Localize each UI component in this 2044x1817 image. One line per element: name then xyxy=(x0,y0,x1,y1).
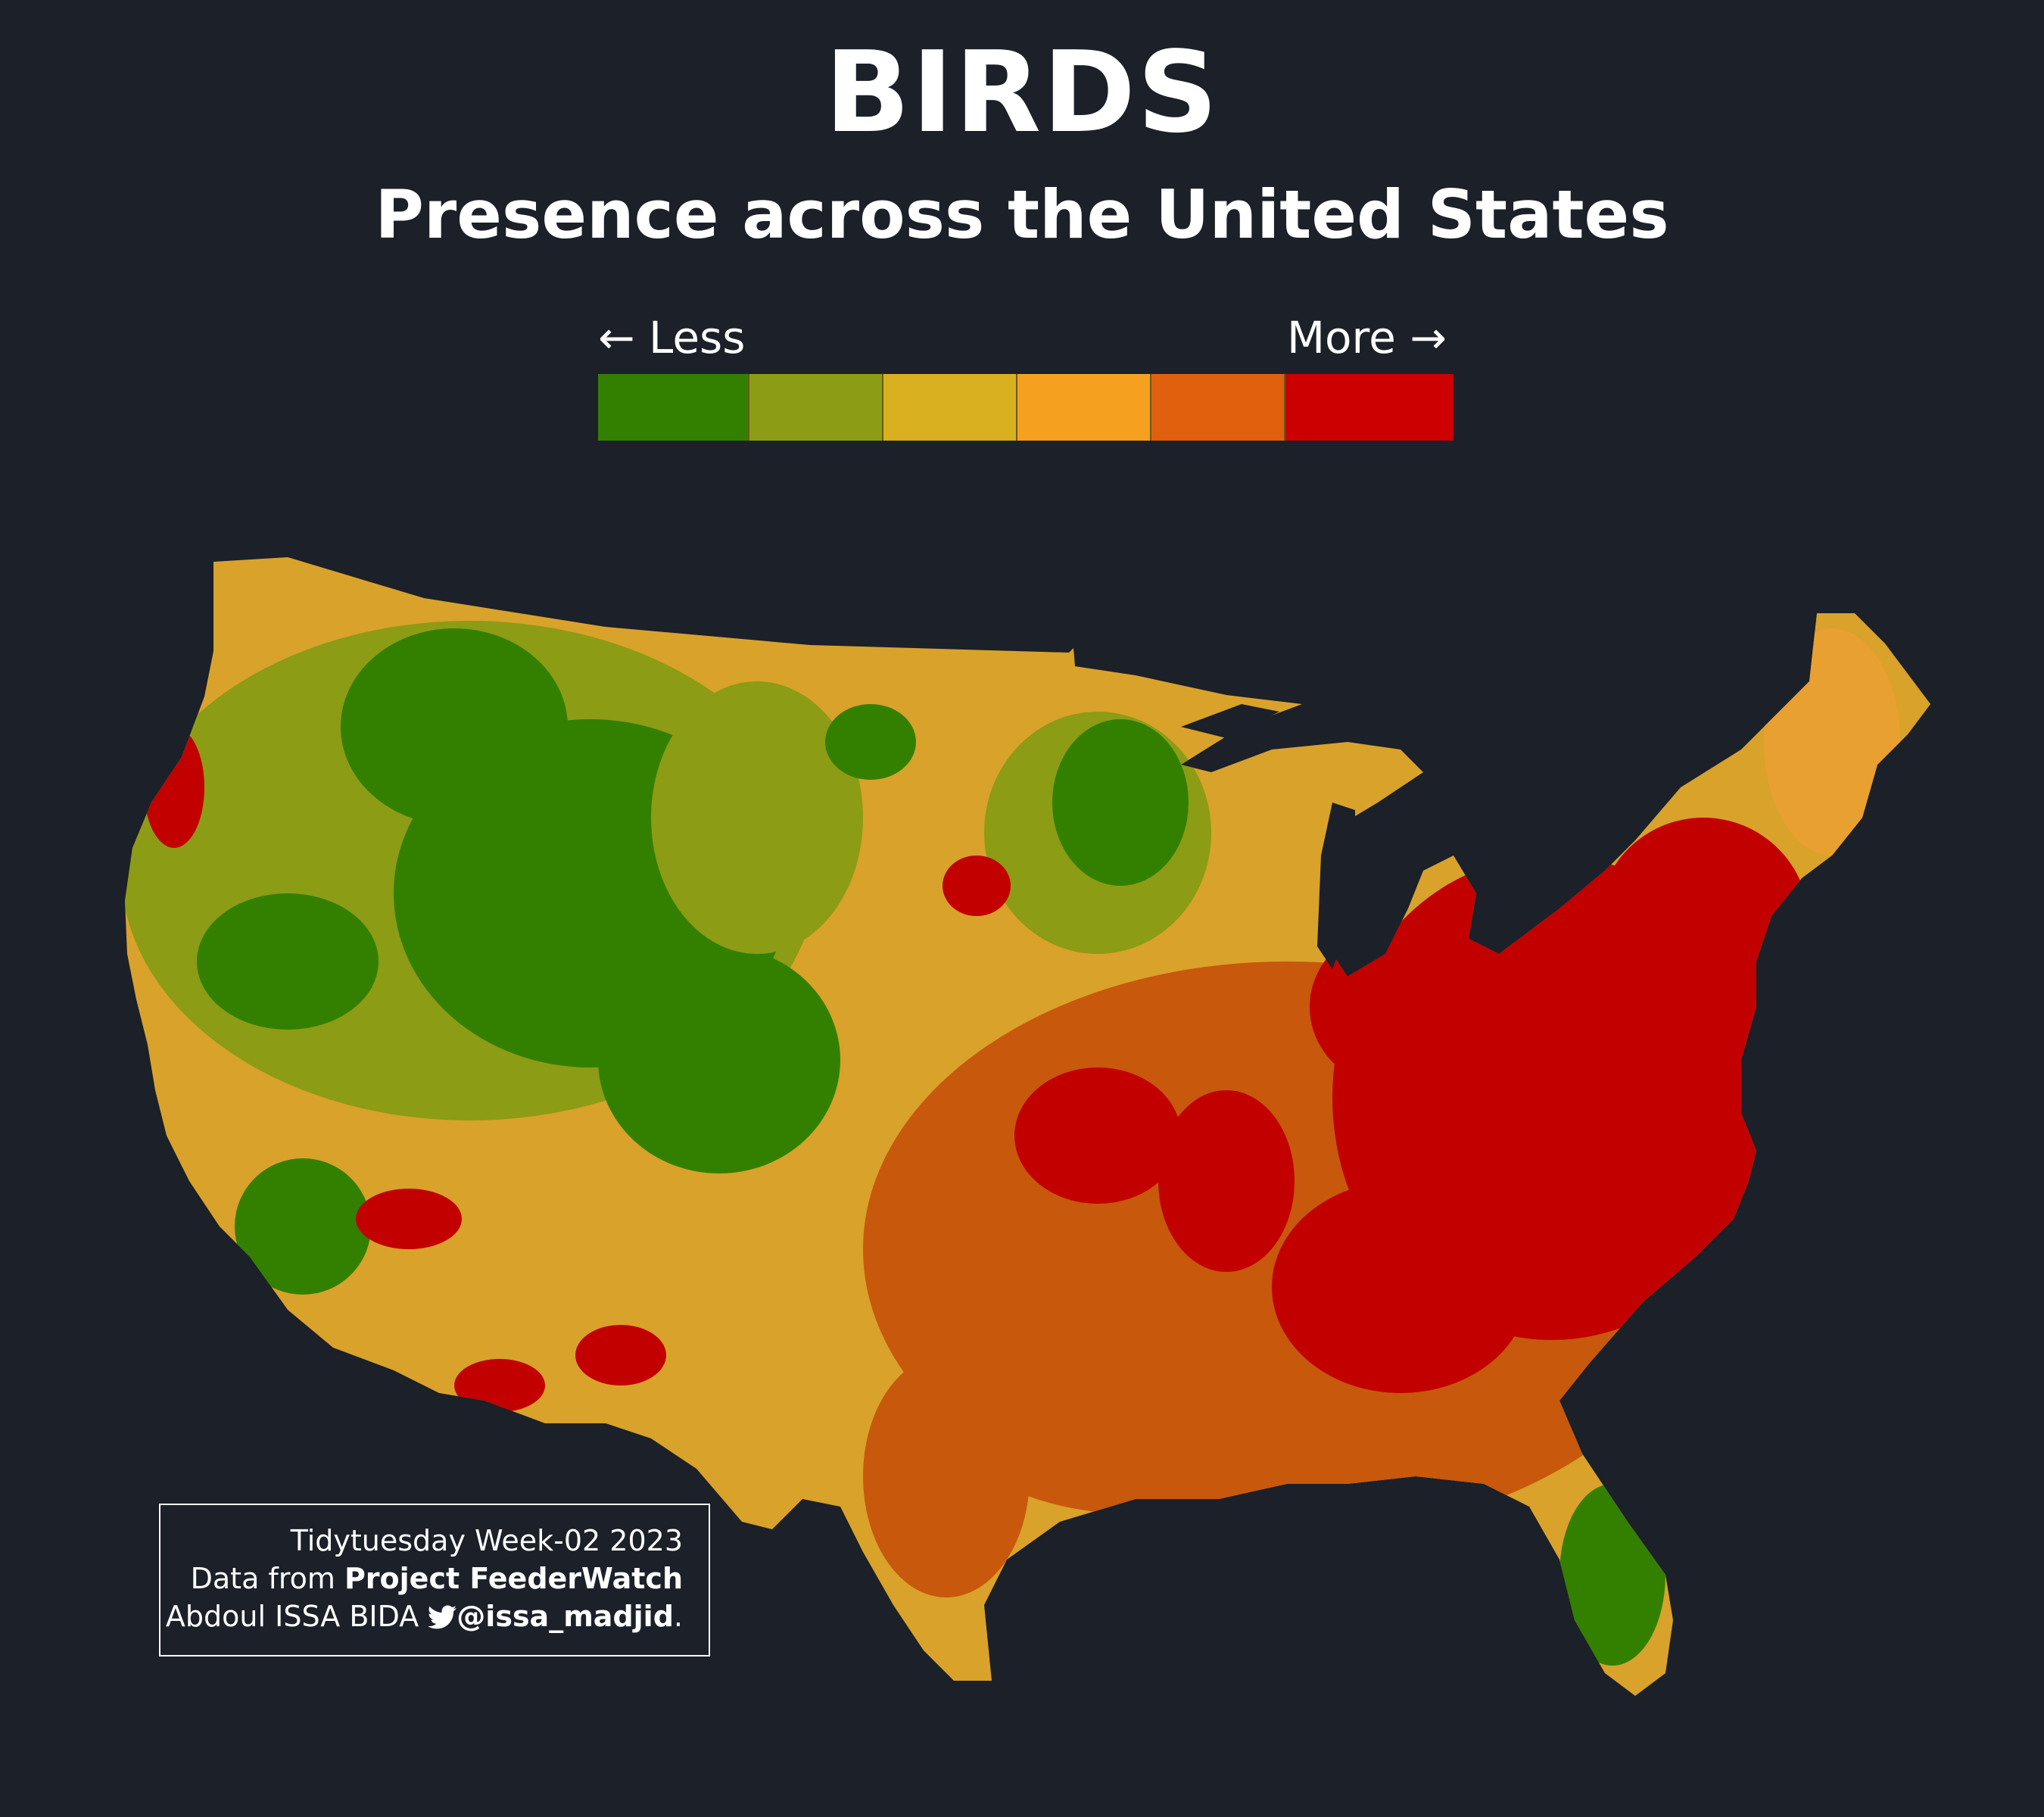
credits-box: Tidytuesday Week-02 2023 Data from Proje… xyxy=(159,1504,710,1656)
legend-swatch-4 xyxy=(1017,374,1151,441)
page-subtitle: Presence across the United States xyxy=(375,176,1669,254)
twitter-bird-icon xyxy=(428,1605,457,1629)
us-heat-map xyxy=(125,557,1930,1696)
credits-suffix: . xyxy=(673,1600,683,1633)
credits-line-2: Data from Project FeederWatch xyxy=(160,1560,683,1597)
credits-author: Abdoul ISSA BIDA xyxy=(165,1600,428,1633)
legend-swatch-1 xyxy=(598,374,749,441)
lake-superior xyxy=(1181,704,1279,738)
color-legend-bar xyxy=(598,374,1454,441)
legend-less-label: ← Less xyxy=(598,312,746,363)
page-title: BIRDS xyxy=(824,27,1220,157)
legend-swatch-3 xyxy=(883,374,1017,441)
legend-swatch-6 xyxy=(1285,374,1454,441)
legend-swatch-2 xyxy=(749,374,883,441)
lake-michigan xyxy=(1317,803,1355,969)
legend-more-label: More → xyxy=(1287,312,1447,363)
credits-data-prefix: Data from xyxy=(190,1562,344,1595)
credits-line-3: Abdoul ISSA BIDA @issa_madjid. xyxy=(160,1597,683,1635)
credits-line-1: Tidytuesday Week-02 2023 xyxy=(290,1524,683,1557)
legend-swatch-5 xyxy=(1151,374,1285,441)
credits-twitter-handle: @issa_madjid xyxy=(456,1600,674,1633)
credits-data-source: Project FeederWatch xyxy=(344,1562,683,1595)
